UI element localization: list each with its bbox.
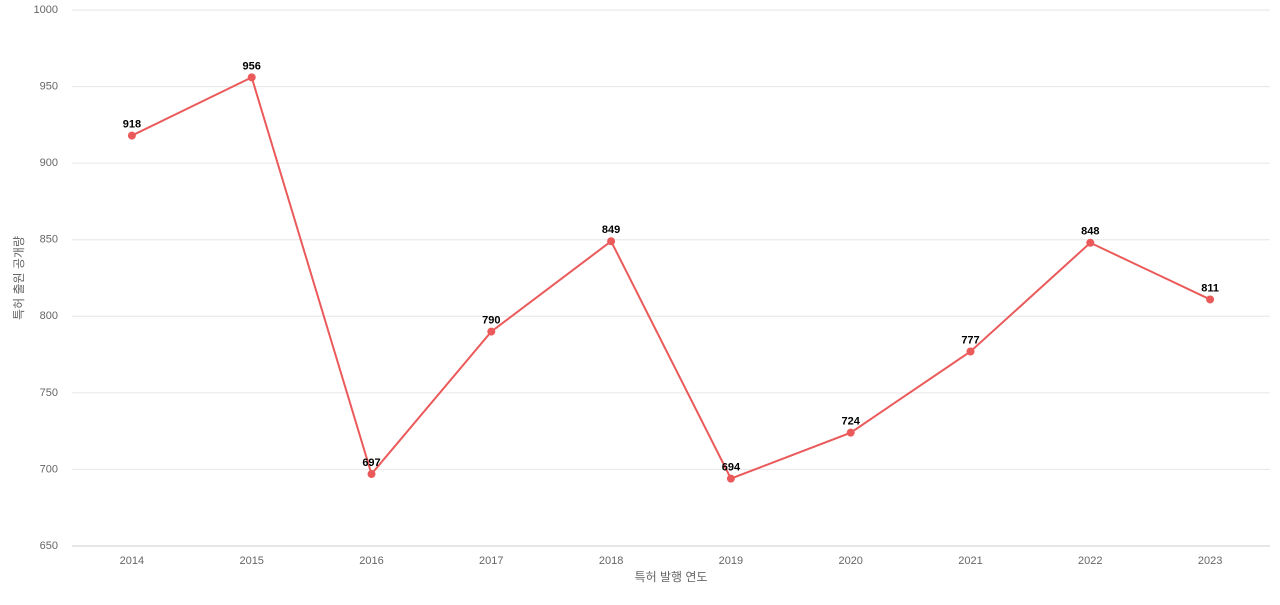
point: [1206, 295, 1215, 304]
y-tick-label: 850: [40, 234, 58, 246]
x-tick-label: 2014: [120, 555, 144, 567]
x-tick-label: 2022: [1078, 555, 1102, 567]
point: [726, 474, 735, 483]
value-label: 848: [1081, 226, 1099, 238]
x-tick-label: 2016: [359, 555, 383, 567]
x-tick-label: 2021: [958, 555, 982, 567]
value-label: 697: [362, 457, 380, 469]
point: [247, 73, 256, 82]
x-tick-label: 2019: [719, 555, 743, 567]
point: [487, 327, 496, 336]
y-tick-label: 750: [40, 387, 58, 399]
point: [367, 470, 376, 479]
y-tick-label: 650: [40, 540, 58, 552]
y-axis-label: 특허 출원 공개량: [12, 236, 26, 320]
x-tick-label: 2020: [838, 555, 862, 567]
value-label: 777: [961, 334, 979, 346]
point: [1086, 238, 1095, 247]
value-label: 956: [243, 60, 261, 72]
value-label: 849: [602, 224, 620, 236]
value-label: 790: [482, 315, 500, 327]
point: [846, 428, 855, 437]
value-label: 724: [842, 416, 861, 428]
y-tick-label: 1000: [34, 4, 58, 16]
x-axis-label: 특허 발행 연도: [635, 569, 708, 584]
point: [966, 347, 975, 356]
x-tick-label: 2015: [239, 555, 263, 567]
y-tick-label: 800: [40, 310, 58, 322]
line: [131, 75, 1211, 480]
value-label: 811: [1201, 282, 1219, 294]
value-label: 918: [123, 118, 141, 130]
y-tick-label: 900: [40, 157, 58, 169]
x-tick-label: 2017: [479, 555, 503, 567]
point: [127, 131, 136, 140]
y-tick-label: 950: [40, 80, 58, 92]
value-label: 694: [722, 462, 741, 474]
point: [607, 237, 616, 246]
x-tick-label: 2023: [1198, 555, 1222, 567]
y-tick-label: 700: [40, 463, 58, 475]
x-tick-label: 2018: [599, 555, 623, 567]
